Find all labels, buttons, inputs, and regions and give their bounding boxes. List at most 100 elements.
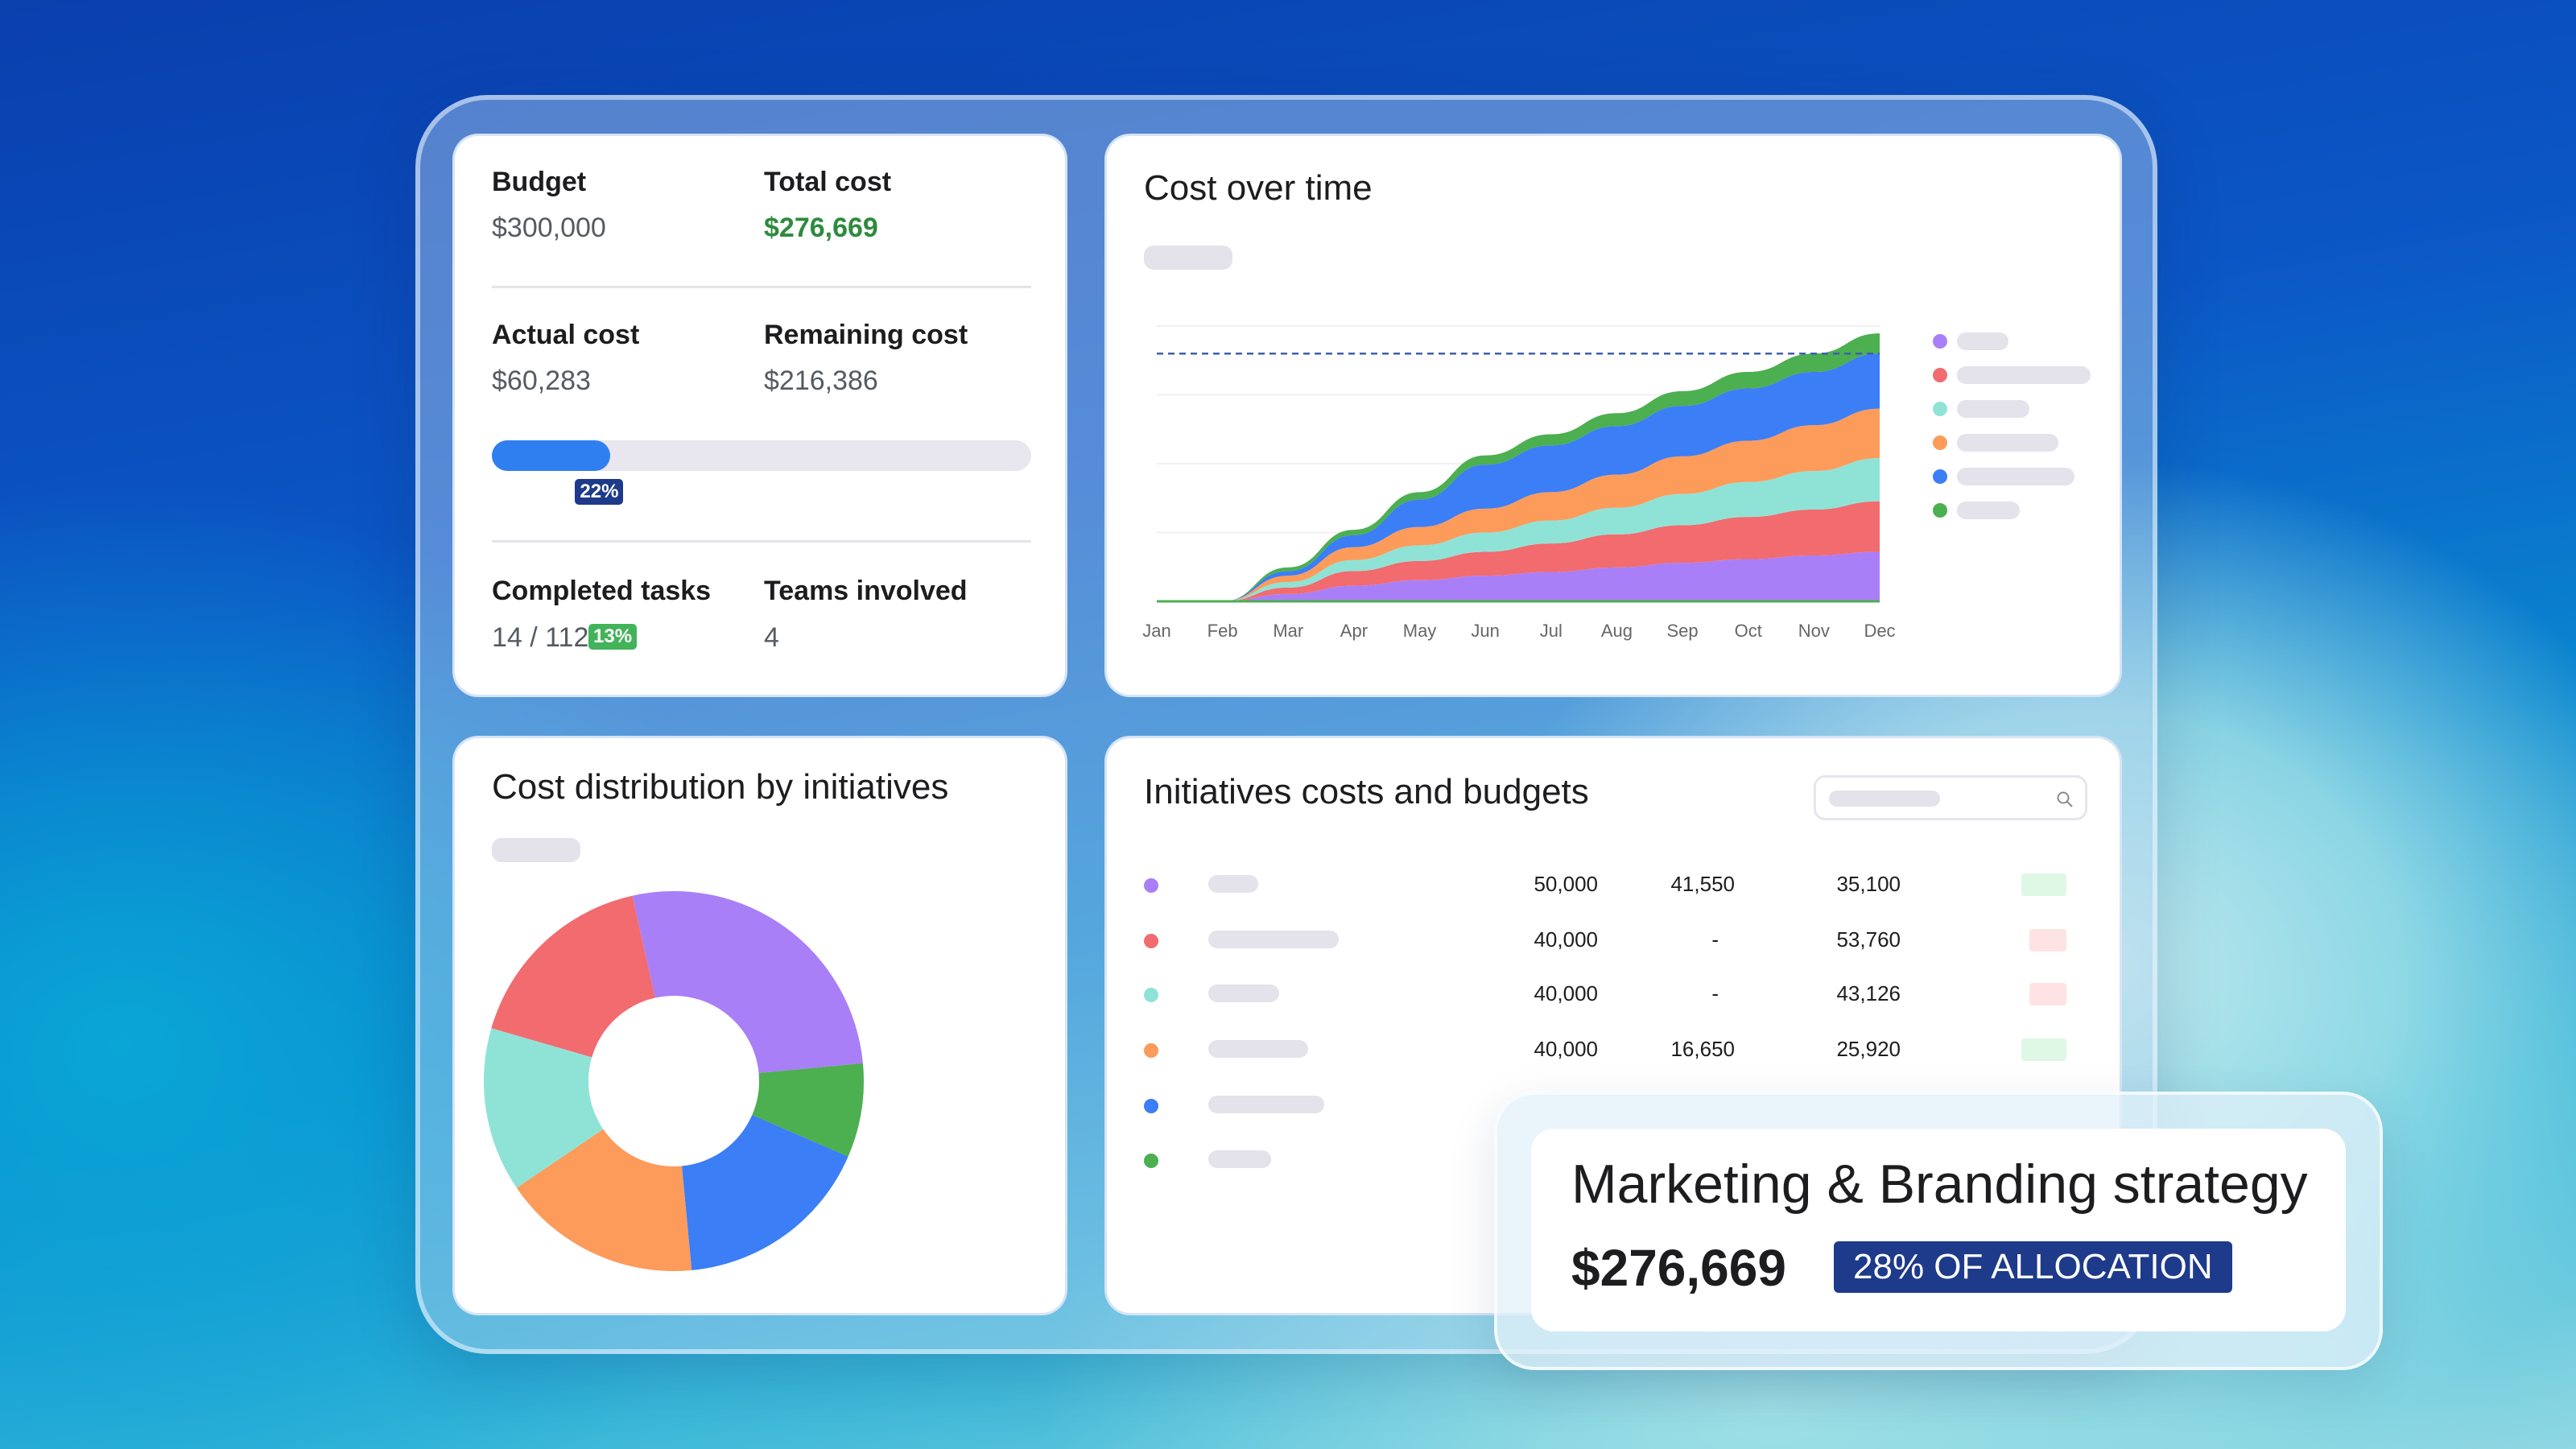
row-name-placeholder <box>1208 1040 1308 1058</box>
row-dot <box>1144 878 1158 893</box>
budget-value: $300,000 <box>492 213 606 243</box>
teams-value: 4 <box>764 622 779 653</box>
x-tick-label: Jan <box>1142 621 1171 641</box>
search-input[interactable] <box>1814 775 2087 820</box>
x-tick-label: Apr <box>1340 621 1368 641</box>
initiative-name: Marketing & Branding strategy <box>1571 1154 2308 1215</box>
x-tick-label: Mar <box>1273 621 1304 641</box>
donut-slice <box>516 1129 692 1271</box>
area-series <box>1157 551 1880 601</box>
row-budget: 40,000 <box>1534 981 1598 1005</box>
initiative-value: $276,669 <box>1571 1239 1786 1297</box>
legend-label-placeholder <box>1957 434 2058 452</box>
x-tick-label: Jun <box>1471 621 1500 641</box>
x-tick-label: Feb <box>1207 621 1238 641</box>
donut-slice <box>752 1063 864 1157</box>
divider <box>492 286 1031 288</box>
row-actual: - <box>1711 981 1719 1005</box>
x-tick-label: Sep <box>1666 621 1699 641</box>
area-series <box>1157 501 1880 601</box>
teams-label: Teams involved <box>764 576 968 606</box>
area-series <box>1157 333 1880 601</box>
actual-cost-value: $60,283 <box>492 365 591 396</box>
row-status <box>2029 983 2066 1005</box>
legend-dot <box>1933 503 1947 518</box>
row-remaining: 35,100 <box>1836 872 1901 896</box>
row-dot <box>1144 1043 1158 1058</box>
allocation-badge: 28% OF ALLOCATION <box>1834 1241 2232 1293</box>
row-dot <box>1144 1154 1158 1168</box>
row-budget: 40,000 <box>1534 927 1598 952</box>
donut-slice <box>484 1028 604 1188</box>
placeholder-pill <box>1144 246 1232 270</box>
progress-fill <box>492 440 611 471</box>
donut-slice <box>632 891 863 1074</box>
row-name-placeholder <box>1208 985 1279 1002</box>
row-name-placeholder <box>1208 875 1258 893</box>
x-tick-label: Oct <box>1734 621 1762 641</box>
donut-slice <box>491 895 655 1058</box>
cost-over-time-card: Cost over time Jan Feb Mar Apr May Jun Jul Aug S… <box>1104 134 2122 697</box>
x-tick-label: May <box>1402 621 1437 641</box>
budget-label: Budget <box>492 167 587 197</box>
highlight-card: Marketing & Branding strategy $276,669 2… <box>1531 1129 2346 1331</box>
row-dot <box>1144 1099 1158 1113</box>
card-title: Cost over time <box>1144 168 1373 208</box>
card-title: Cost distribution by initiatives <box>492 767 949 807</box>
row-remaining: 43,126 <box>1836 981 1901 1005</box>
row-remaining: 25,920 <box>1836 1037 1901 1061</box>
completed-tasks-value: 14 / 112 <box>492 622 589 653</box>
total-cost-label: Total cost <box>764 167 892 197</box>
row-actual: 16,650 <box>1670 1037 1735 1061</box>
row-dot <box>1144 988 1158 1002</box>
row-name-placeholder <box>1208 1096 1324 1113</box>
legend-label-placeholder <box>1957 502 2020 519</box>
completed-tasks-label: Completed tasks <box>492 576 712 606</box>
progress-track <box>492 440 1031 471</box>
legend-label-placeholder <box>1957 366 2091 384</box>
total-cost-value: $276,669 <box>764 213 878 243</box>
row-actual: - <box>1711 927 1719 952</box>
x-tick-label: Jul <box>1539 621 1563 641</box>
area-series <box>1157 353 1880 601</box>
row-name-placeholder <box>1208 931 1339 948</box>
row-name-placeholder <box>1208 1150 1271 1168</box>
cost-distribution-card: Cost distribution by initiatives <box>452 736 1067 1315</box>
row-actual: 41,550 <box>1670 872 1735 896</box>
row-status <box>2021 873 2066 896</box>
row-status <box>2021 1038 2066 1061</box>
legend-dot <box>1933 402 1947 416</box>
card-title: Initiatives costs and budgets <box>1144 772 1589 811</box>
row-dot <box>1144 934 1158 948</box>
actual-cost-label: Actual cost <box>492 320 640 350</box>
placeholder-pill <box>492 838 580 862</box>
divider <box>492 540 1031 543</box>
highlight-popover: Marketing & Branding strategy $276,669 2… <box>1494 1092 2383 1370</box>
legend-dot <box>1933 436 1947 450</box>
remaining-cost-value: $216,386 <box>764 365 878 396</box>
legend-label-placeholder <box>1957 332 2008 350</box>
legend-label-placeholder <box>1957 468 2074 485</box>
legend-dot <box>1933 469 1947 484</box>
kpi-card: Budget $300,000 Total cost $276,669 Actu… <box>452 134 1067 697</box>
area-chart <box>1157 325 1880 603</box>
row-remaining: 53,760 <box>1836 927 1901 952</box>
area-series <box>1157 458 1880 601</box>
completed-badge: 13% <box>588 624 638 650</box>
legend-dot <box>1933 368 1947 382</box>
legend-dot <box>1933 334 1947 349</box>
donut-slice <box>681 1115 848 1270</box>
legend-label-placeholder <box>1957 400 2029 418</box>
row-budget: 50,000 <box>1534 872 1598 896</box>
search-placeholder <box>1829 791 1940 807</box>
remaining-cost-label: Remaining cost <box>764 320 968 350</box>
donut-chart <box>484 891 864 1271</box>
x-tick-label: Dec <box>1864 621 1896 641</box>
row-budget: 40,000 <box>1534 1037 1598 1061</box>
x-tick-label: Aug <box>1600 621 1633 641</box>
area-series <box>1157 408 1880 601</box>
row-status <box>2029 929 2066 952</box>
progress-badge: 22% <box>575 479 624 505</box>
search-icon <box>2057 791 2073 807</box>
x-tick-label: Nov <box>1798 621 1830 641</box>
